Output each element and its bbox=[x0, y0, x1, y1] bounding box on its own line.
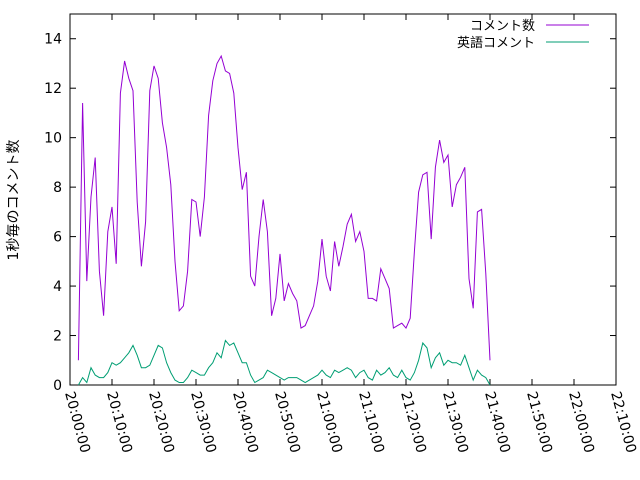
x-tick-label: 20:40:00 bbox=[229, 390, 261, 455]
x-tick-label: 21:10:00 bbox=[355, 390, 387, 455]
series-layer bbox=[77, 54, 491, 386]
x-tick-label: 20:10:00 bbox=[103, 390, 135, 455]
plot-frame bbox=[69, 13, 617, 386]
x-tick-label: 21:20:00 bbox=[397, 390, 429, 455]
x-axis: 20:00:00 20:10:00 20:20:00 20:30:00 20:40:00… bbox=[61, 14, 639, 455]
x-tick-label: 22:10:00 bbox=[607, 390, 639, 455]
x-tick-label: 21:00:00 bbox=[313, 390, 345, 455]
y-tick-label: 6 bbox=[53, 230, 62, 246]
x-tick-label: 20:00:00 bbox=[61, 390, 93, 455]
series-line-1 bbox=[77, 339, 491, 386]
y-tick-label: 10 bbox=[44, 131, 62, 147]
y-tick-label: 14 bbox=[44, 32, 62, 48]
x-tick-label: 21:40:00 bbox=[481, 390, 513, 455]
x-tick-label: 21:50:00 bbox=[523, 390, 555, 455]
y-tick-label: 2 bbox=[53, 329, 62, 345]
series-line-0 bbox=[77, 54, 491, 361]
y-tick-label: 8 bbox=[53, 180, 62, 196]
x-tick-label: 22:00:00 bbox=[565, 390, 597, 455]
x-tick-label: 21:30:00 bbox=[439, 390, 471, 455]
legend-label: 英語コメント bbox=[457, 35, 535, 51]
y-tick-label: 4 bbox=[53, 279, 62, 295]
x-tick-label: 20:50:00 bbox=[271, 390, 303, 455]
y-tick-label: 0 bbox=[53, 378, 62, 394]
y-tick-label: 12 bbox=[44, 81, 62, 97]
x-tick-label: 20:30:00 bbox=[187, 390, 219, 455]
y-axis-label: 1秒毎のコメント数 bbox=[6, 140, 22, 261]
legend-label: コメント数 bbox=[470, 19, 535, 34]
x-tick-label: 20:20:00 bbox=[145, 390, 177, 455]
y-axis: 0 2 4 6 8 10 12 14 bbox=[44, 32, 616, 394]
